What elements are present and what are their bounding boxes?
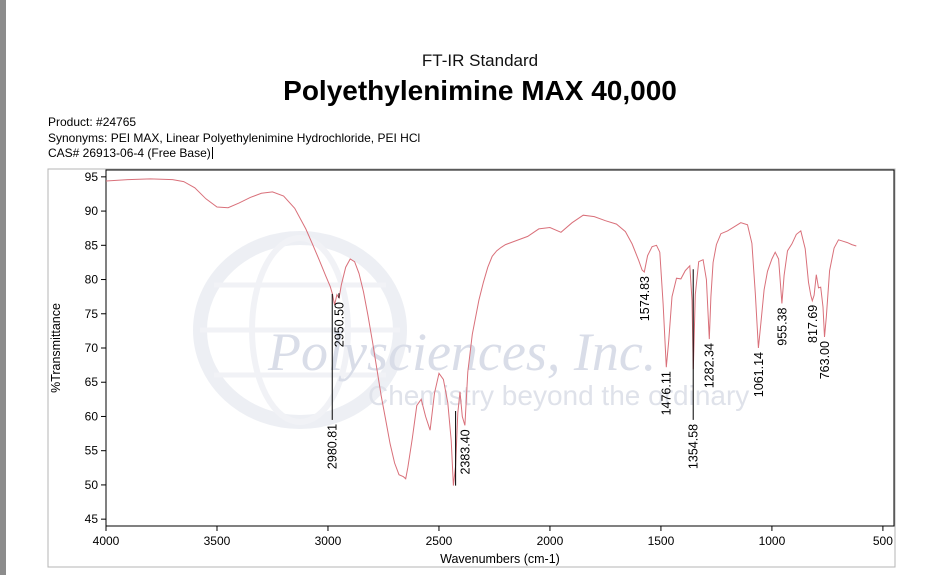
peak-label: 2383.40 <box>458 429 472 474</box>
x-axis: 4000 3500 3000 2500 2000 1500 1000 500 <box>93 526 893 548</box>
y-tick-label: 60 <box>85 409 99 423</box>
y-tick-label: 95 <box>85 170 99 184</box>
y-tick-label: 70 <box>85 341 99 355</box>
x-tick-label: 1500 <box>648 534 675 548</box>
x-tick-label: 1000 <box>759 534 786 548</box>
x-tick-label: 3000 <box>315 534 342 548</box>
y-tick-label: 90 <box>85 204 99 218</box>
x-axis-title: Wavenumbers (cm-1) <box>440 552 560 566</box>
page-subtitle: FT-IR Standard <box>421 51 539 70</box>
y-tick-label: 50 <box>85 478 99 492</box>
peak-label: 2980.81 <box>326 424 340 469</box>
peak-label: 1282.34 <box>703 343 717 388</box>
y-tick-label: 75 <box>85 307 99 321</box>
peak-label: 2950.50 <box>332 302 346 347</box>
watermark-company: Polysciences, Inc. <box>267 322 656 382</box>
peak-label: 1354.58 <box>687 424 701 469</box>
globe-watermark-icon <box>193 231 407 429</box>
page-header: FT-IR Standard Polyethylenimine MAX 40,0… <box>0 50 927 108</box>
watermark-tagline: Chemistry beyond the ordinary <box>368 380 749 411</box>
peak-label: 1574.83 <box>638 276 652 321</box>
y-axis: 45 50 55 60 65 70 75 80 85 90 95 <box>85 170 106 526</box>
y-tick-label: 80 <box>85 273 99 287</box>
plot-frame <box>47 168 896 568</box>
y-tick-label: 55 <box>85 444 99 458</box>
peak-label: 955.38 <box>775 307 789 345</box>
spectrum-line <box>105 178 857 486</box>
product-info: Product: #24765 Synonyms: PEI MAX, Linea… <box>48 115 420 162</box>
peak-label: 763.00 <box>818 341 832 379</box>
window-left-edge <box>0 0 6 575</box>
product-number: Product: #24765 <box>48 115 137 129</box>
cas-number: CAS# 26913-06-4 (Free Base) <box>48 146 211 160</box>
y-tick-label: 85 <box>85 238 99 252</box>
text-cursor <box>211 147 213 159</box>
x-tick-label: 2500 <box>426 534 453 548</box>
y-tick-label: 65 <box>85 375 99 389</box>
peak-label: 1476.11 <box>660 371 674 415</box>
x-tick-label: 500 <box>873 534 893 548</box>
y-axis-title: %Transmittance <box>49 303 63 393</box>
peak-label: 1061.14 <box>752 352 766 397</box>
peak-markers: 2980.81 2950.50 2383.40 1574.83 1476.11 1354.… <box>326 269 832 486</box>
y-tick-label: 45 <box>85 512 99 526</box>
x-tick-label: 3500 <box>204 534 231 548</box>
x-tick-label: 4000 <box>93 534 120 548</box>
page-title: Polyethylenimine MAX 40,000 <box>283 75 677 106</box>
synonyms: Synonyms: PEI MAX, Linear Polyethylenimi… <box>48 130 421 145</box>
cas-line: CAS# 26913-06-4 (Free Base) <box>48 146 420 162</box>
peak-label: 817.69 <box>806 305 820 343</box>
x-tick-label: 2000 <box>537 534 564 548</box>
